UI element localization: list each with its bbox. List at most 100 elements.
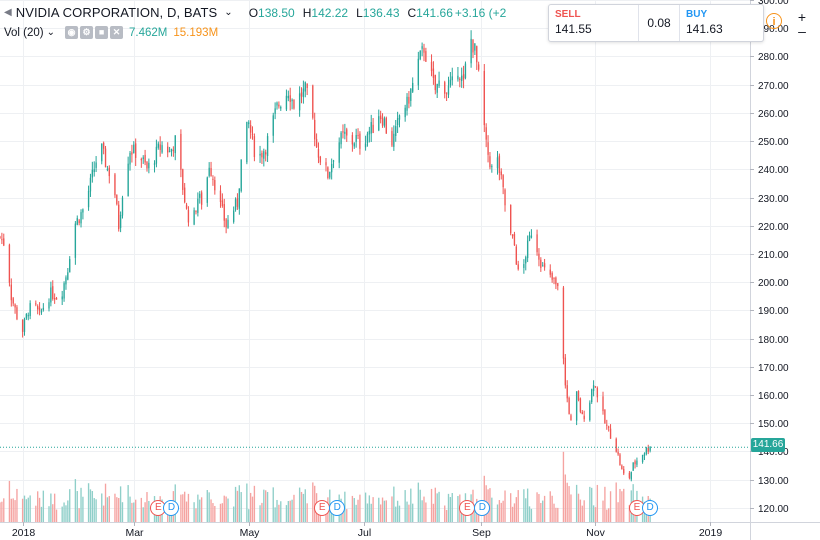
price-tick-label: 150.00 (758, 419, 789, 430)
symbol-title[interactable]: NVIDIA CORPORATION, D, BATS (15, 5, 218, 20)
candle-body (575, 391, 578, 421)
time-axis[interactable]: 2018 Mar May Jul Sep Nov 2019 (0, 522, 820, 539)
candle-body (153, 163, 156, 165)
price-tick-label: 180.00 (758, 335, 789, 346)
candle-body (570, 415, 572, 421)
candle-body (557, 283, 559, 287)
dividend-marker[interactable]: D (163, 500, 180, 516)
candle-body (200, 192, 203, 205)
sell-button[interactable]: SELL 141.55 (549, 5, 639, 41)
volume-bar (564, 474, 567, 522)
volume-bar (199, 499, 201, 522)
volume-bar (214, 505, 216, 522)
candle-body (266, 136, 269, 157)
candle-body (208, 167, 210, 176)
ohlc-close: C141.66 (407, 5, 453, 20)
candle-body (551, 272, 553, 280)
volume-bar (195, 508, 197, 522)
volume-bar (491, 497, 493, 522)
volume-bar (419, 489, 421, 522)
candle-body (232, 210, 235, 222)
volume-bar (287, 501, 289, 522)
volume-bar (29, 495, 31, 522)
trash-icon[interactable]: ■ (95, 26, 109, 39)
candle-body (146, 162, 148, 169)
candle-body (591, 389, 593, 403)
candle-body (312, 85, 314, 118)
candle-body (530, 235, 533, 238)
volume-bar (589, 486, 591, 522)
volume-bar (101, 493, 103, 522)
volume-bar (432, 503, 435, 522)
candle-body (538, 253, 540, 260)
earnings-marker[interactable]: E (459, 500, 476, 516)
candle-body (632, 462, 634, 471)
chevron-down-icon[interactable]: ⌄ (224, 7, 233, 18)
volume-bar (50, 493, 52, 522)
candle-body (549, 269, 551, 275)
volume-bar (592, 505, 595, 522)
volume-bar (219, 503, 222, 522)
volume-bar (102, 505, 105, 522)
volume-bar (525, 498, 527, 522)
gear-icon[interactable]: ⚙ (80, 26, 94, 39)
candle-body (168, 151, 171, 153)
candle-body (434, 74, 436, 91)
candle-body (133, 144, 135, 153)
volume-bar (182, 494, 184, 522)
volume-bar (304, 489, 306, 522)
candle-body (8, 244, 11, 283)
candle-body (385, 117, 387, 134)
close-icon[interactable]: ✕ (110, 26, 124, 39)
candle-body (483, 70, 485, 126)
candle-body (445, 92, 448, 94)
candle-body (121, 197, 124, 216)
volume-bar (8, 480, 11, 522)
candle-body (581, 412, 583, 415)
dividend-marker[interactable]: D (474, 500, 491, 516)
chevron-left-icon[interactable]: ◀ (4, 7, 12, 18)
candle-body (42, 307, 45, 310)
price-tick-label: 200.00 (758, 278, 789, 289)
volume-bar (596, 484, 599, 522)
candle-body (89, 177, 92, 192)
volume-bar (27, 497, 29, 522)
candle-body (583, 415, 585, 420)
candle-body (325, 162, 327, 166)
eye-icon[interactable]: ◉ (65, 26, 79, 39)
candle-body (381, 117, 384, 126)
volume-bar (116, 497, 118, 522)
price-axis[interactable]: 120.00 130.00 140.00 150.00 160.00 170.00 180.… (750, 0, 789, 540)
dividend-marker[interactable]: D (329, 500, 346, 516)
volume-bar (421, 500, 423, 522)
plus-icon[interactable]: + (797, 9, 807, 25)
time-tick-label: Mar (125, 527, 144, 539)
volume-bar (447, 493, 450, 522)
volume-bar (21, 498, 24, 522)
info-icon[interactable]: i (766, 13, 782, 29)
dividend-marker[interactable]: D (642, 500, 659, 516)
ohlc-high: H142.22 (302, 5, 349, 20)
volume-indicator-title[interactable]: Vol (20) (4, 26, 44, 39)
candle-body (553, 277, 555, 279)
volume-bar (412, 503, 414, 522)
candle-body (476, 46, 478, 63)
candle-body (607, 426, 610, 428)
candle-body (542, 265, 544, 267)
chevron-down-icon[interactable]: ⌄ (46, 27, 56, 38)
candle-body (14, 304, 16, 308)
minus-icon[interactable]: – (798, 23, 806, 39)
buy-button[interactable]: BUY 141.63 (680, 5, 763, 41)
candle-body (167, 146, 169, 153)
candle-body (248, 122, 250, 125)
candle-body (274, 108, 276, 114)
price-tick-label: 140.00 (758, 447, 789, 458)
candle-body (157, 143, 159, 148)
volume-bar (61, 506, 63, 522)
volume-bar (381, 497, 384, 522)
volume-bar (510, 493, 512, 522)
volume-bar (542, 500, 544, 522)
price-tick-label: 210.00 (758, 250, 789, 261)
volume-bar (523, 489, 525, 522)
